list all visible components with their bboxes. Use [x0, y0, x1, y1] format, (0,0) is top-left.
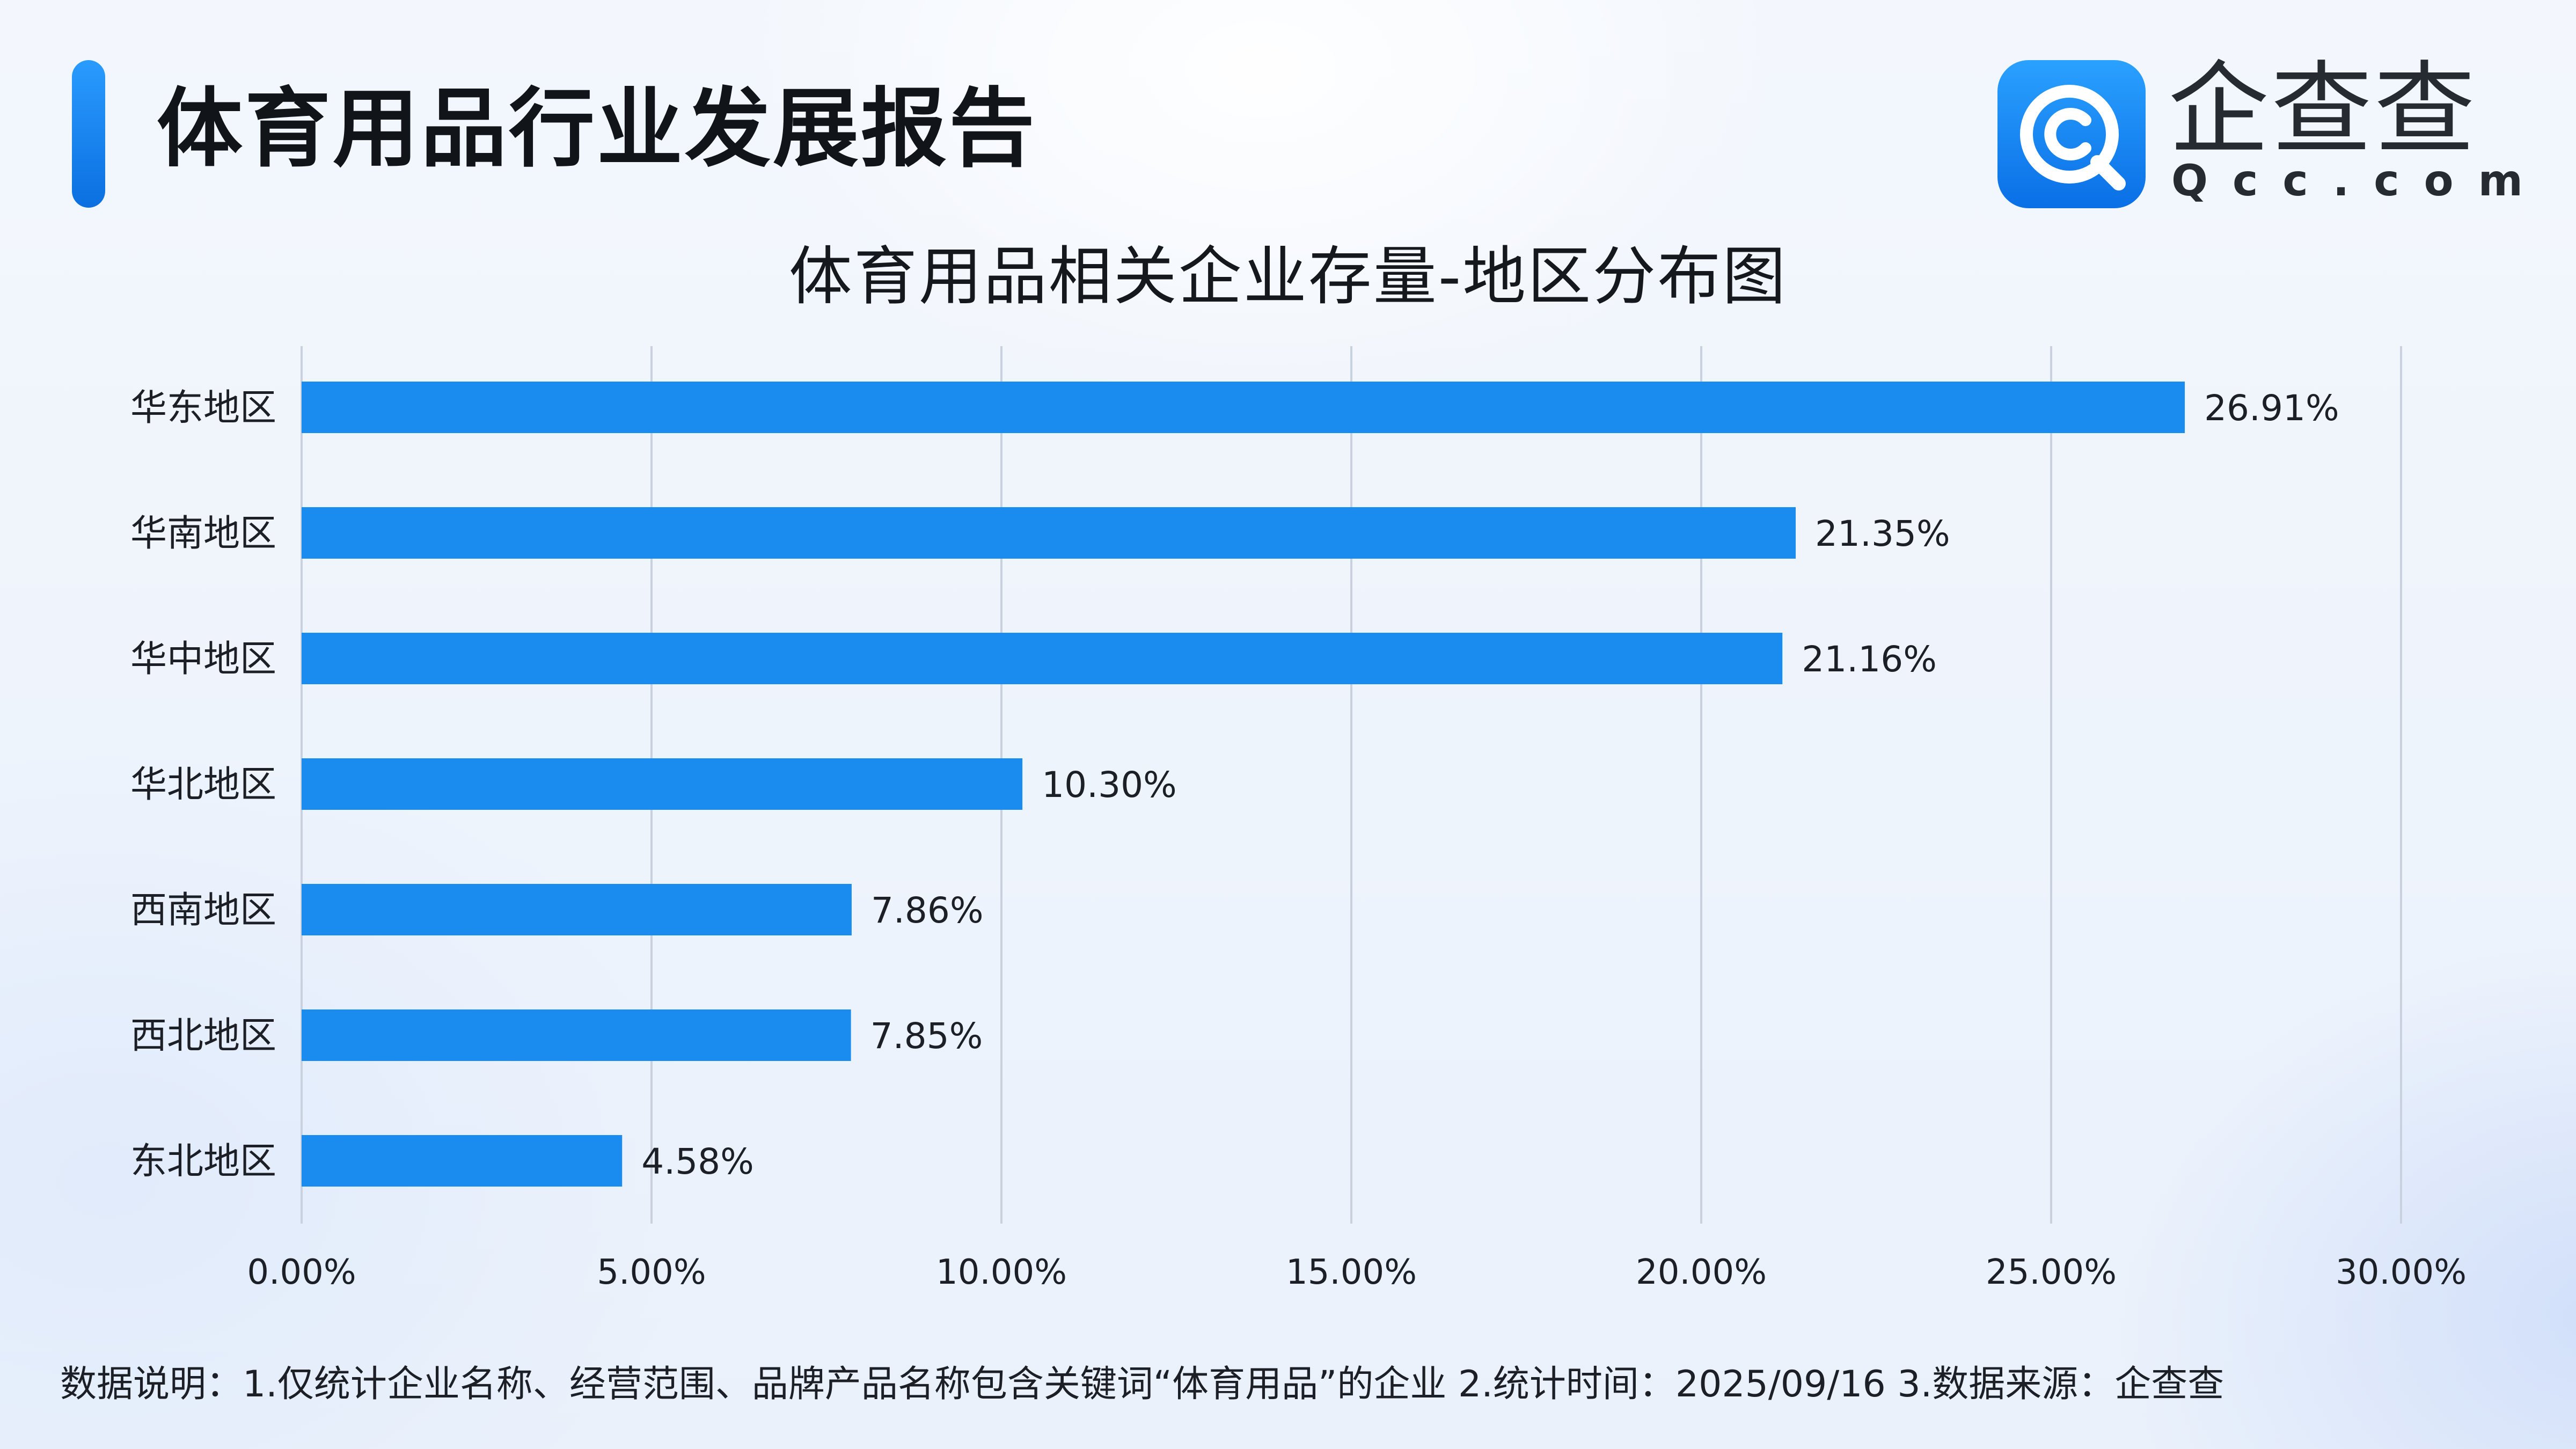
- report-title: 体育用品行业发展报告: [157, 78, 1037, 179]
- qcc-logo-icon: [1997, 60, 2146, 208]
- category-label: 华北地区: [130, 764, 276, 806]
- bar: [302, 758, 1023, 810]
- category-label: 华东地区: [130, 387, 276, 429]
- value-label: 7.85%: [870, 1015, 983, 1057]
- bars: [302, 382, 2185, 1187]
- category-label: 西北地区: [130, 1015, 276, 1057]
- value-label: 10.30%: [1042, 764, 1177, 806]
- x-tick-label: 15.00%: [1286, 1253, 1417, 1292]
- category-label: 西南地区: [130, 889, 276, 932]
- value-label: 21.35%: [1815, 513, 1950, 554]
- brand-domain: Qcc.com: [2171, 156, 2548, 206]
- x-tick-label: 10.00%: [936, 1253, 1067, 1292]
- labels: 0.00% 5.00% 10.00% 15.00% 20.00% 25.00% 30.00%…: [130, 387, 2467, 1292]
- bar: [302, 1135, 623, 1187]
- category-label: 东北地区: [130, 1140, 276, 1183]
- value-label: 21.16%: [1802, 639, 1937, 680]
- x-tick-label: 20.00%: [1636, 1253, 1767, 1292]
- brand-name: 企查查: [2168, 51, 2477, 169]
- bar: [302, 382, 2185, 433]
- bar: [302, 507, 1796, 559]
- chart-title: 体育用品相关企业存量-地区分布图: [788, 239, 1788, 313]
- value-label: 7.86%: [871, 890, 984, 931]
- value-label: 26.91%: [2204, 387, 2339, 429]
- x-tick-label: 30.00%: [2336, 1253, 2467, 1292]
- bar: [302, 884, 852, 935]
- bar: [302, 633, 1783, 684]
- x-tick-label: 0.00%: [247, 1253, 356, 1292]
- category-label: 华中地区: [130, 638, 276, 680]
- category-label: 华南地区: [130, 513, 276, 555]
- x-tick-label: 5.00%: [597, 1253, 706, 1292]
- data-footnote: 数据说明：1.仅统计企业名称、经营范围、品牌产品名称包含关键词“体育用品”的企业…: [60, 1363, 2224, 1406]
- title-accent-bar: [72, 60, 105, 208]
- bar: [302, 1009, 851, 1061]
- value-label: 4.58%: [641, 1141, 754, 1182]
- x-tick-label: 25.00%: [1986, 1253, 2117, 1292]
